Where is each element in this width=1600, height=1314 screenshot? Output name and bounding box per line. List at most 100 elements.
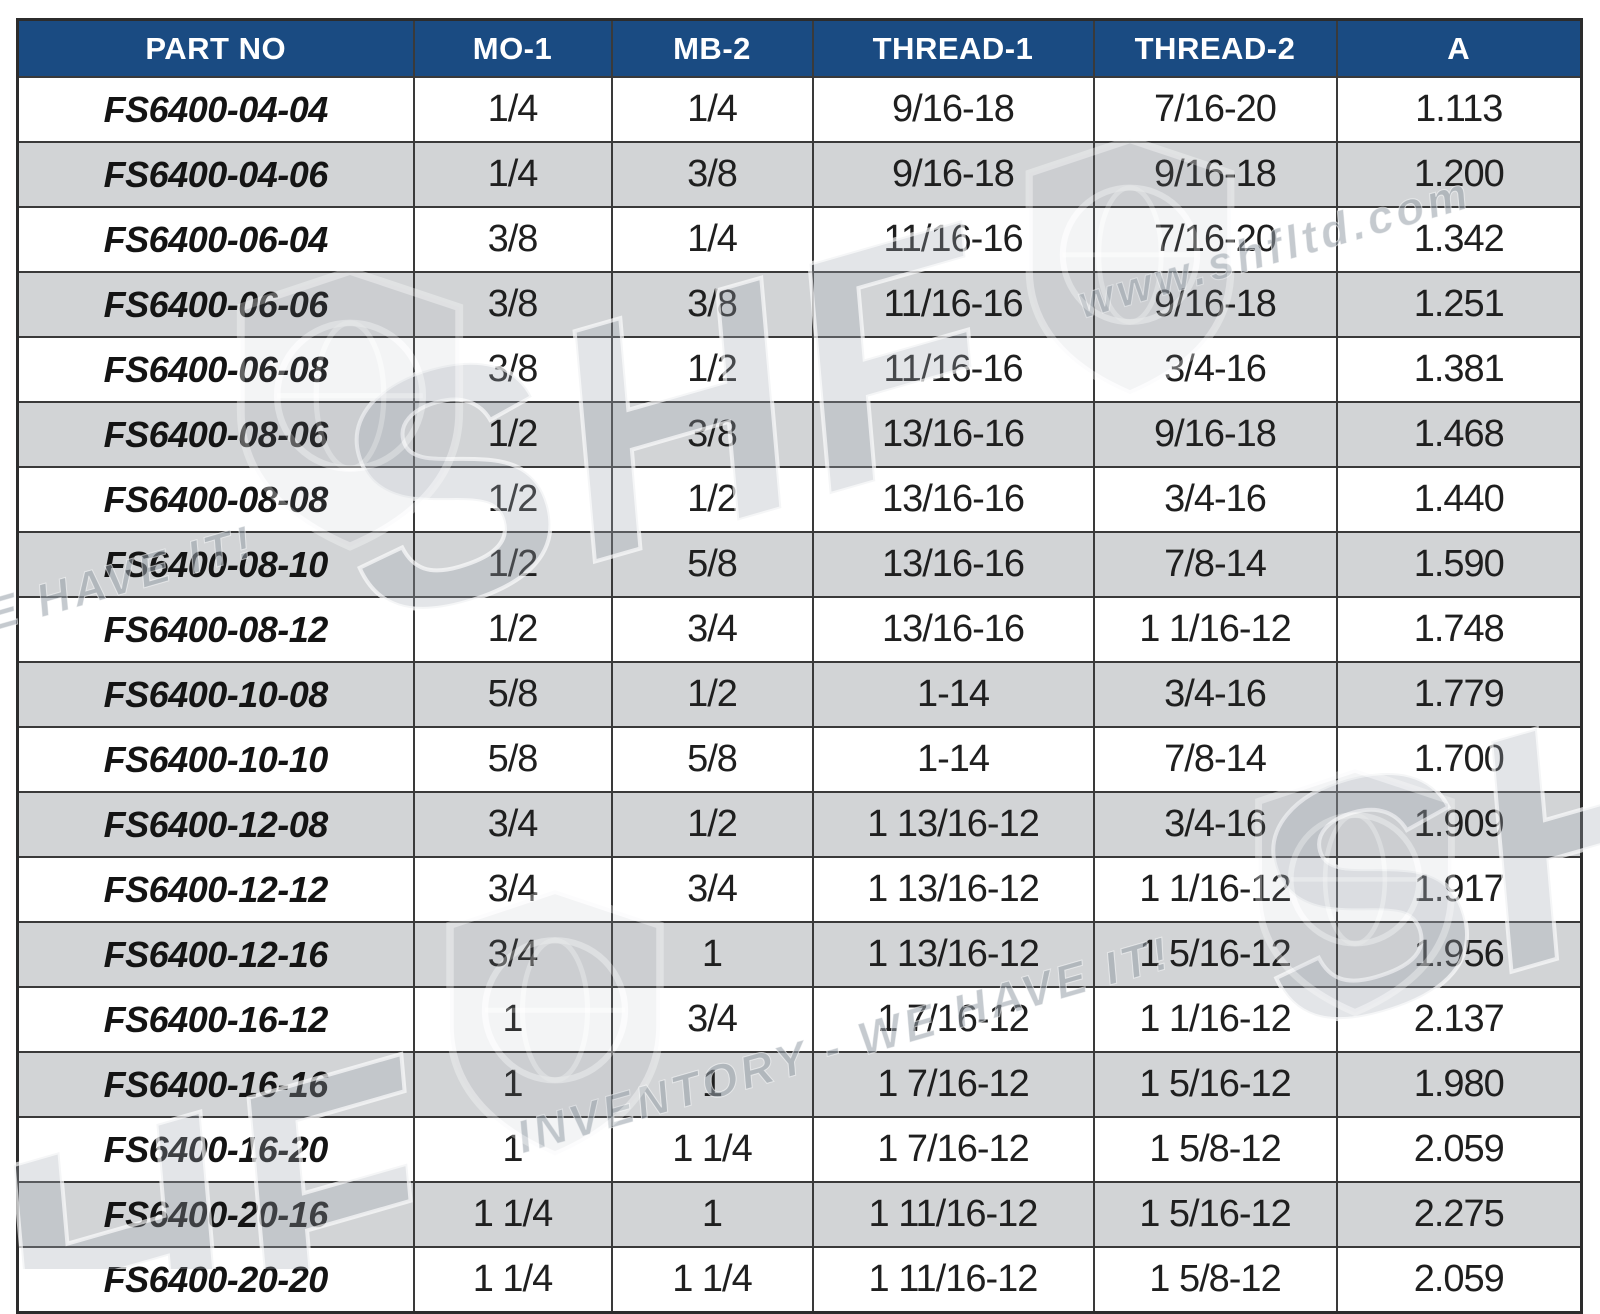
table-row: FS6400-16-12 1 3/4 1 7/16-12 1 1/16-12 2.137 — [16, 986, 1583, 1053]
spec-value-cell: 3/8 — [610, 141, 814, 208]
spec-value-cell: 1.917 — [1335, 856, 1583, 923]
table-row: FS6400-12-16 3/4 1 1 13/16-12 1 5/16-12 1.956 — [16, 921, 1583, 988]
spec-value-cell: 1/2 — [412, 531, 613, 598]
spec-value-cell: 3/4 — [412, 921, 613, 988]
spec-value-cell: 1/4 — [412, 141, 613, 208]
part-no-cell: FS6400-08-08 — [16, 466, 415, 533]
table-row: FS6400-04-06 1/4 3/8 9/16-18 9/16-18 1.200 — [16, 141, 1583, 208]
spec-value-cell: 1 1/16-12 — [1092, 596, 1338, 663]
spec-value-cell: 1 7/16-12 — [811, 1051, 1095, 1118]
spec-value-cell: 1.381 — [1335, 336, 1583, 403]
spec-value-cell: 2.059 — [1335, 1116, 1583, 1183]
spec-value-cell: 1/2 — [412, 466, 613, 533]
table-row: FS6400-10-08 5/8 1/2 1-14 3/4-16 1.779 — [16, 661, 1583, 728]
spec-value-cell: 3/4 — [610, 596, 814, 663]
spec-value-cell: 9/16-18 — [811, 76, 1095, 143]
header-mo-1: MO-1 — [412, 18, 613, 78]
spec-value-cell: 3/4-16 — [1092, 791, 1338, 858]
spec-value-cell: 1 5/16-12 — [1092, 1181, 1338, 1248]
spec-value-cell: 13/16-16 — [811, 596, 1095, 663]
table-row: FS6400-12-08 3/4 1/2 1 13/16-12 3/4-16 1.909 — [16, 791, 1583, 858]
part-spec-table: PART NO MO-1 MB-2 THREAD-1 THREAD-2 A FS… — [16, 18, 1583, 1314]
spec-value-cell: 1.200 — [1335, 141, 1583, 208]
table-row: FS6400-06-08 3/8 1/2 11/16-16 3/4-16 1.381 — [16, 336, 1583, 403]
part-no-cell: FS6400-08-12 — [16, 596, 415, 663]
table-row: FS6400-20-20 1 1/4 1 1/4 1 11/16-12 1 5/8-12… — [16, 1246, 1583, 1314]
spec-value-cell: 13/16-16 — [811, 531, 1095, 598]
part-no-cell: FS6400-12-12 — [16, 856, 415, 923]
table-row: FS6400-06-04 3/8 1/4 11/16-16 7/16-20 1.342 — [16, 206, 1583, 273]
spec-value-cell: 7/16-20 — [1092, 206, 1338, 273]
table-row: FS6400-20-16 1 1/4 1 1 11/16-12 1 5/16-12 2.2… — [16, 1181, 1583, 1248]
spec-value-cell: 7/8-14 — [1092, 531, 1338, 598]
spec-value-cell: 13/16-16 — [811, 401, 1095, 468]
spec-value-cell: 1 7/16-12 — [811, 986, 1095, 1053]
header-mb-2: MB-2 — [610, 18, 814, 78]
spec-value-cell: 3/8 — [412, 206, 613, 273]
table-row: FS6400-16-16 1 1 1 7/16-12 1 5/16-12 1.980 — [16, 1051, 1583, 1118]
spec-value-cell: 11/16-16 — [811, 271, 1095, 338]
spec-value-cell: 1 1/4 — [610, 1246, 814, 1314]
spec-value-cell: 3/4 — [610, 856, 814, 923]
spec-value-cell: 5/8 — [610, 531, 814, 598]
spec-value-cell: 3/4-16 — [1092, 336, 1338, 403]
part-no-cell: FS6400-06-06 — [16, 271, 415, 338]
part-no-cell: FS6400-20-16 — [16, 1181, 415, 1248]
part-no-cell: FS6400-08-06 — [16, 401, 415, 468]
header-thread-2: THREAD-2 — [1092, 18, 1338, 78]
spec-value-cell: 1 — [412, 986, 613, 1053]
spec-value-cell: 1/4 — [610, 76, 814, 143]
spec-value-cell: 1/2 — [412, 401, 613, 468]
spec-value-cell: 1 1/4 — [412, 1246, 613, 1314]
spec-value-cell: 9/16-18 — [1092, 401, 1338, 468]
spec-value-cell: 1.113 — [1335, 76, 1583, 143]
spec-value-cell: 1 — [610, 1051, 814, 1118]
spec-value-cell: 1 5/16-12 — [1092, 921, 1338, 988]
spec-value-cell: 1-14 — [811, 661, 1095, 728]
spec-value-cell: 2.137 — [1335, 986, 1583, 1053]
header-part-no: PART NO — [16, 18, 415, 78]
spec-value-cell: 1 1/4 — [412, 1181, 613, 1248]
spec-value-cell: 13/16-16 — [811, 466, 1095, 533]
spec-value-cell: 3/8 — [412, 271, 613, 338]
spec-value-cell: 1.342 — [1335, 206, 1583, 273]
spec-value-cell: 5/8 — [412, 726, 613, 793]
spec-value-cell: 1/4 — [610, 206, 814, 273]
header-a: A — [1335, 18, 1583, 78]
table-header: PART NO MO-1 MB-2 THREAD-1 THREAD-2 A — [16, 18, 1583, 78]
spec-value-cell: 1.956 — [1335, 921, 1583, 988]
table-row: FS6400-10-10 5/8 5/8 1-14 7/8-14 1.700 — [16, 726, 1583, 793]
spec-value-cell: 1/2 — [610, 661, 814, 728]
table-row: FS6400-04-04 1/4 1/4 9/16-18 7/16-20 1.113 — [16, 76, 1583, 143]
spec-value-cell: 1.748 — [1335, 596, 1583, 663]
spec-value-cell: 1.779 — [1335, 661, 1583, 728]
part-no-cell: FS6400-20-20 — [16, 1246, 415, 1314]
spec-value-cell: 1 13/16-12 — [811, 791, 1095, 858]
part-no-cell: FS6400-16-20 — [16, 1116, 415, 1183]
spec-value-cell: 9/16-18 — [811, 141, 1095, 208]
table-body: FS6400-04-04 1/4 1/4 9/16-18 7/16-20 1.113 FS6… — [16, 76, 1583, 1314]
table-row: FS6400-08-06 1/2 3/8 13/16-16 9/16-18 1.468 — [16, 401, 1583, 468]
spec-value-cell: 3/4-16 — [1092, 661, 1338, 728]
spec-value-cell: 1 13/16-12 — [811, 921, 1095, 988]
part-no-cell: FS6400-12-08 — [16, 791, 415, 858]
spec-value-cell: 1-14 — [811, 726, 1095, 793]
spec-value-cell: 11/16-16 — [811, 336, 1095, 403]
part-no-cell: FS6400-12-16 — [16, 921, 415, 988]
spec-value-cell: 1 5/8-12 — [1092, 1116, 1338, 1183]
header-thread-1: THREAD-1 — [811, 18, 1095, 78]
spec-value-cell: 7/16-20 — [1092, 76, 1338, 143]
spec-value-cell: 3/8 — [610, 401, 814, 468]
part-no-cell: FS6400-16-16 — [16, 1051, 415, 1118]
part-no-cell: FS6400-16-12 — [16, 986, 415, 1053]
spec-value-cell: 1 1/16-12 — [1092, 856, 1338, 923]
spec-value-cell: 11/16-16 — [811, 206, 1095, 273]
spec-value-cell: 2.059 — [1335, 1246, 1583, 1314]
spec-value-cell: 3/4 — [412, 791, 613, 858]
table-row: FS6400-08-10 1/2 5/8 13/16-16 7/8-14 1.590 — [16, 531, 1583, 598]
spec-value-cell: 1 — [412, 1116, 613, 1183]
spec-value-cell: 1 11/16-12 — [811, 1246, 1095, 1314]
spec-value-cell: 1/2 — [610, 336, 814, 403]
spec-value-cell: 3/4 — [412, 856, 613, 923]
spec-value-cell: 1.980 — [1335, 1051, 1583, 1118]
